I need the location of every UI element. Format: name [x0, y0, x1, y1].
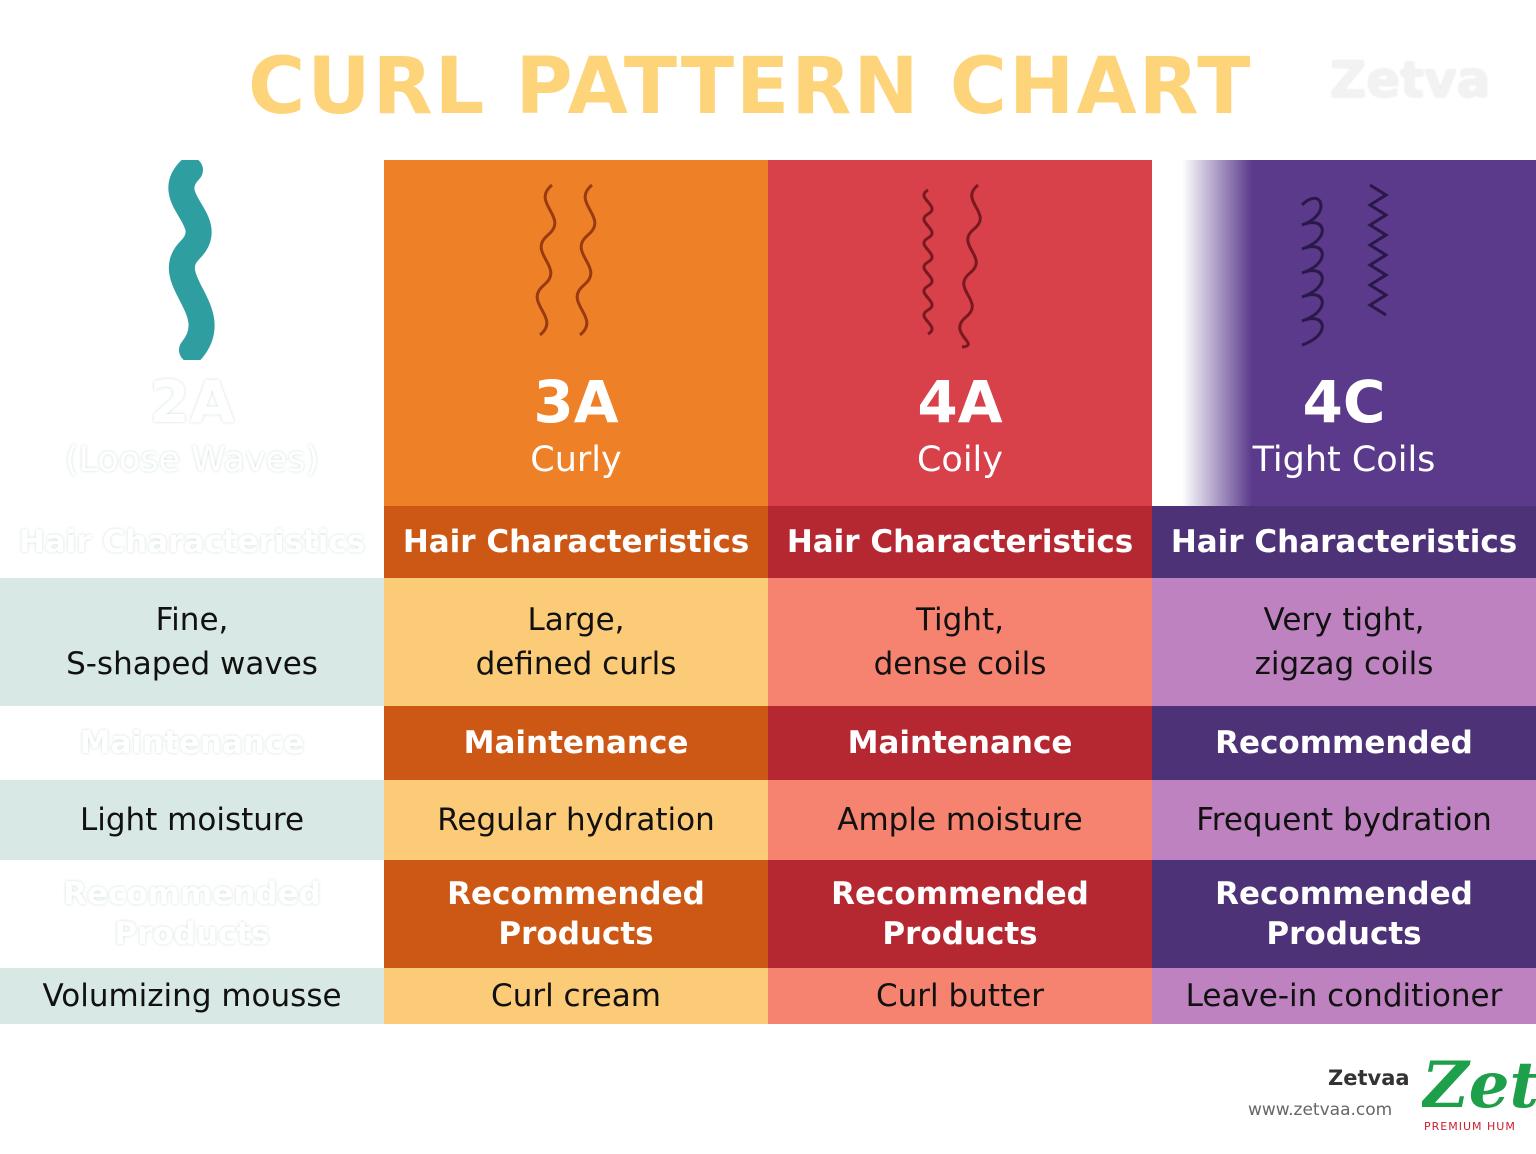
- products-header: Recommended Products: [384, 860, 768, 968]
- characteristics-header: Hair Characteristics: [384, 506, 768, 578]
- products-header-line-1: Recommended: [831, 876, 1089, 912]
- characteristics-header: Hair Characteristics: [768, 506, 1152, 578]
- products-header: Recommended Products: [768, 860, 1152, 968]
- type-name: Coily: [916, 440, 1003, 480]
- maintenance-cell: Ample moisture: [768, 780, 1152, 860]
- maintenance-header: Recommended: [1152, 706, 1536, 780]
- characteristics-line-1: Large,: [527, 602, 625, 638]
- brand-logo: Zeti PREMIUM HUM: [1422, 1050, 1536, 1134]
- product-cell: Curl cream: [384, 968, 768, 1024]
- characteristics-header: Hair Characteristics: [1152, 506, 1536, 578]
- tight-coil-strand-icon: [1300, 183, 1389, 347]
- loose-wave-icon: [168, 160, 215, 360]
- column-4c: 4C Tight Coils Hair Characteristics Very…: [1152, 160, 1536, 1024]
- characteristics-cell: Fine, S-shaped waves: [0, 578, 384, 706]
- characteristics-line-1: Very tight,: [1263, 602, 1425, 638]
- products-header-line-2: Products: [114, 916, 270, 952]
- maintenance-header: Maintenance: [384, 706, 768, 780]
- maintenance-cell: Light moisture: [0, 780, 384, 860]
- logo-subtext: PREMIUM HUM: [1424, 1120, 1516, 1133]
- logo-wordmark: Zeti: [1422, 1050, 1536, 1123]
- products-header-line-1: Recommended: [63, 876, 321, 912]
- products-header: Recommended Products: [0, 860, 384, 968]
- maintenance-cell: Frequent bydration: [1152, 780, 1536, 860]
- maintenance-header: Maintenance: [768, 706, 1152, 780]
- type-code: 3A: [533, 368, 619, 436]
- products-header-line-1: Recommended: [447, 876, 705, 912]
- type-name: Tight Coils: [1252, 440, 1436, 480]
- column-2a: 2A (Loose Waves) Hair Characteristics Fi…: [0, 160, 384, 1024]
- characteristics-line-2: defined curls: [475, 646, 677, 682]
- product-cell: Curl butter: [768, 968, 1152, 1024]
- coily-strand-icon: [922, 183, 982, 349]
- products-header: Recommended Products: [1152, 860, 1536, 968]
- maintenance-header: Maintenance: [0, 706, 384, 780]
- footer-url[interactable]: www.zetvaa.com: [1248, 1100, 1393, 1120]
- products-header-line-2: Products: [498, 916, 654, 952]
- column-3a: 3A Curly Hair Characteristics Large, defi…: [384, 160, 768, 1024]
- characteristics-line-1: Tight,: [916, 602, 1004, 638]
- characteristics-header: Hair Characteristics: [0, 506, 384, 578]
- characteristics-cell: Very tight, zigzag coils: [1152, 578, 1536, 706]
- products-header-line-2: Products: [882, 916, 1038, 952]
- characteristics-line-2: S-shaped waves: [66, 646, 318, 682]
- product-cell: Leave-in conditioner: [1152, 968, 1536, 1024]
- products-header-line-2: Products: [1266, 916, 1422, 952]
- column-4a: 4A Coily Hair Characteristics Tight, dens…: [768, 160, 1152, 1024]
- curly-strand-icon: [535, 183, 597, 337]
- characteristics-line-1: Fine,: [155, 602, 229, 638]
- type-code: 2A: [149, 368, 235, 436]
- footer-brand: Zetvaa: [1328, 1066, 1410, 1090]
- characteristics-cell: Large, defined curls: [384, 578, 768, 706]
- column-header: [384, 160, 768, 506]
- characteristics-line-2: zigzag coils: [1254, 646, 1434, 682]
- page-title: CURL PATTERN CHART: [248, 42, 1253, 132]
- type-code: 4C: [1302, 368, 1386, 436]
- products-header-line-1: Recommended: [1215, 876, 1473, 912]
- product-cell: Volumizing mousse: [0, 968, 384, 1024]
- characteristics-cell: Tight, dense coils: [768, 578, 1152, 706]
- column-header: [0, 160, 384, 506]
- type-code: 4A: [917, 368, 1003, 436]
- characteristics-line-2: dense coils: [873, 646, 1047, 682]
- type-name: (Loose Waves): [64, 440, 320, 480]
- column-header: [768, 160, 1152, 506]
- watermark: Zetva: [1330, 51, 1491, 109]
- type-name: Curly: [530, 440, 622, 480]
- maintenance-cell: Regular hydration: [384, 780, 768, 860]
